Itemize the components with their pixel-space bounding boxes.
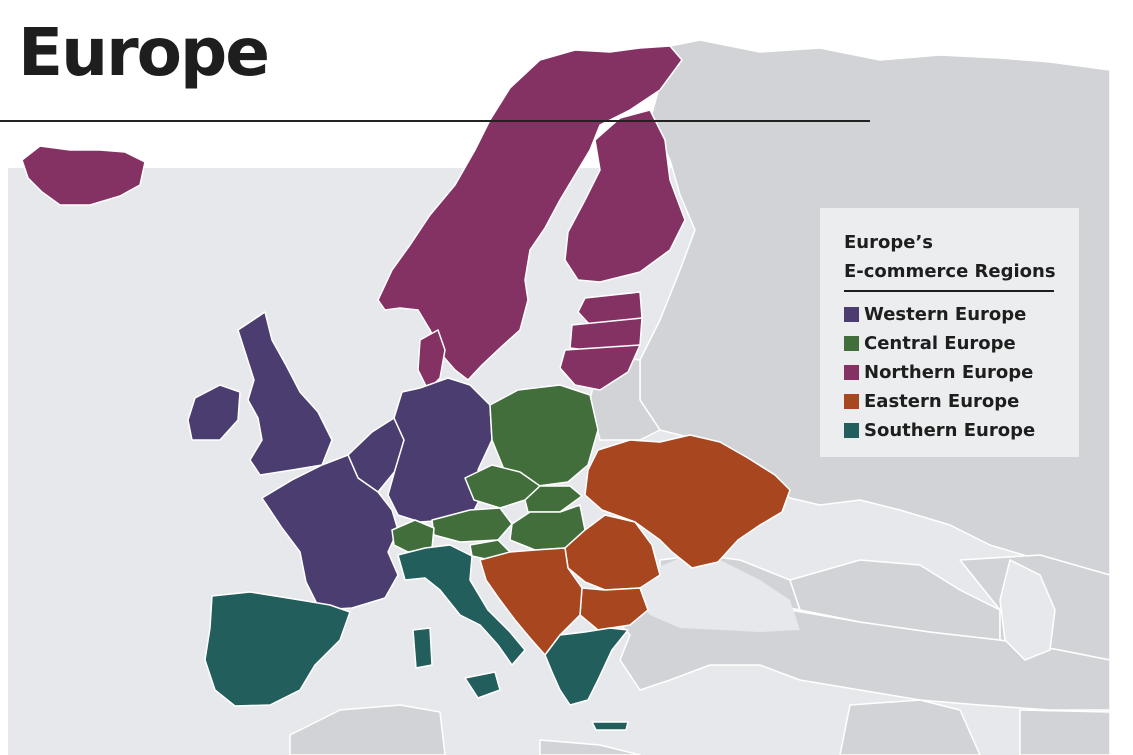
iceland	[21, 145, 146, 206]
legend-item-eastern-europe: Eastern Europe	[844, 387, 1079, 416]
region-eastern-europe	[479, 434, 791, 656]
italy	[397, 544, 526, 666]
lithuania	[559, 344, 641, 391]
bulgaria	[579, 587, 649, 631]
iberia	[204, 591, 351, 707]
norway-sweden	[377, 45, 683, 381]
sicily	[464, 671, 501, 699]
austria	[431, 507, 513, 543]
region-western-europe	[187, 311, 493, 611]
legend-label: Eastern Europe	[864, 390, 1020, 412]
legend-divider	[844, 290, 1054, 292]
map-title: Europe	[18, 14, 270, 91]
serbia-balkans	[479, 547, 583, 656]
legend-item-central-europe: Central Europe	[844, 329, 1079, 358]
legend-item-northern-europe: Northern Europe	[844, 358, 1079, 387]
denmark	[417, 329, 446, 391]
title-divider	[0, 120, 870, 122]
western-europe-swatch	[844, 306, 859, 322]
greece	[544, 627, 629, 706]
black-sea	[632, 558, 800, 632]
region-southern-europe	[204, 544, 629, 731]
legend-title-line1: Europe’s	[844, 232, 933, 253]
crete	[591, 721, 629, 731]
central-europe-swatch	[844, 335, 859, 351]
eastern-europe-swatch	[844, 393, 859, 409]
legend-item-southern-europe: Southern Europe	[844, 416, 1079, 445]
legend: Europe’s E-commerce Regions Western Euro…	[820, 208, 1079, 457]
legend-label: Northern Europe	[864, 361, 1034, 383]
great-britain	[237, 311, 333, 476]
northern-europe-swatch	[844, 364, 859, 380]
caspian-sea	[999, 558, 1056, 661]
legend-label: Central Europe	[864, 332, 1016, 354]
sardinia	[412, 627, 433, 669]
southern-europe-swatch	[844, 422, 859, 438]
legend-label: Southern Europe	[864, 419, 1036, 441]
romania	[564, 514, 661, 591]
legend-item-western-europe: Western Europe	[844, 300, 1079, 329]
ukraine	[584, 434, 791, 569]
finland	[564, 109, 686, 283]
france	[261, 454, 399, 611]
region-northern-europe	[21, 45, 686, 391]
ireland	[187, 384, 241, 441]
slovakia	[524, 485, 583, 513]
poland	[489, 384, 599, 487]
legend-label: Western Europe	[864, 303, 1027, 325]
legend-title-line2: E-commerce Regions	[844, 261, 1056, 282]
region-central-europe	[391, 384, 599, 561]
